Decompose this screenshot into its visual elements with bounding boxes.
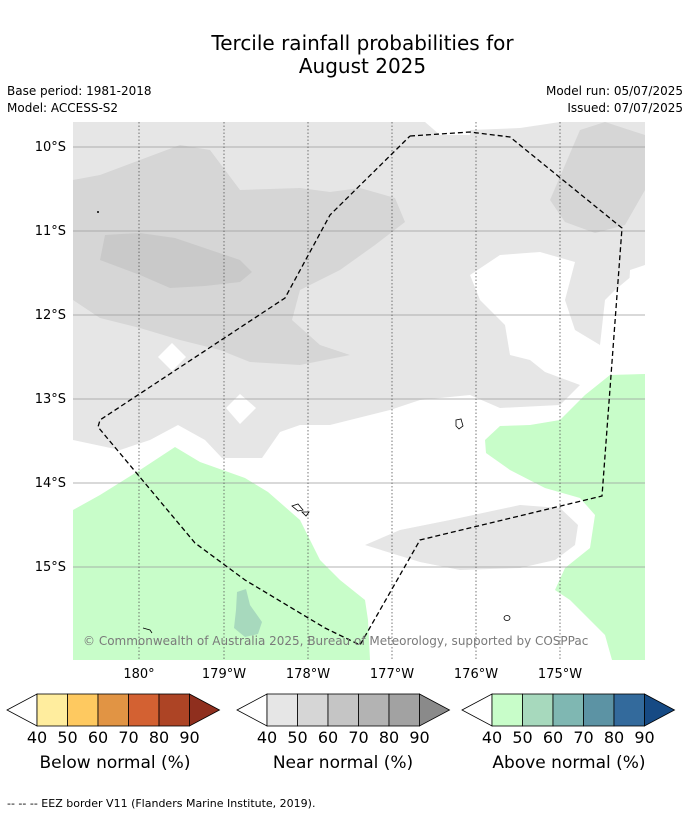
white-hole-diamond-2 <box>226 394 256 424</box>
colorbar-tick-label: 60 <box>88 728 108 747</box>
colorbar-segment <box>491 693 523 727</box>
colorbar-segment <box>552 693 584 727</box>
colorbar-segment <box>266 693 298 727</box>
island-1 <box>455 418 464 430</box>
colorbar: 40 50 60 70 80 90 <box>236 693 451 747</box>
colorbar-tick-label: 90 <box>409 728 429 747</box>
colorbar-tick-label: 50 <box>287 728 307 747</box>
lat-label: 14°S <box>35 476 66 491</box>
lon-label: 176°W <box>454 667 498 682</box>
colorbar-segment <box>358 693 390 727</box>
near-normal-region-ne <box>550 122 645 233</box>
colorbar-segment <box>388 693 420 727</box>
island-4 <box>503 615 511 621</box>
colorbar-tick-label: 70 <box>573 728 593 747</box>
colorbar-segment <box>327 693 359 727</box>
base-period: Base period: 1981-2018 <box>7 84 152 98</box>
eez-border <box>97 131 623 646</box>
colorbar-tick-label: 80 <box>379 728 399 747</box>
colorbar-tick-label: 80 <box>149 728 169 747</box>
above-normal-region-east <box>485 374 645 660</box>
colorbar-tick-label: 40 <box>27 728 47 747</box>
below-normal-label: Below normal (%) <box>39 753 191 773</box>
islands <box>142 418 511 634</box>
colorbar-tick-label: 60 <box>543 728 563 747</box>
map-title-line2: August 2025 <box>298 54 427 78</box>
longitude-labels: 180° 179°W 178°W 177°W 176°W 175°W <box>123 667 582 682</box>
island-2 <box>291 503 304 512</box>
colorbar-segment <box>128 693 160 727</box>
latitude-labels: 10°S 11°S 12°S 13°S 14°S 15°S <box>35 140 66 575</box>
colorbar-segment <box>583 693 615 727</box>
lat-label: 15°S <box>35 560 66 575</box>
colorbar-underflow <box>461 693 493 727</box>
colorbar-segment <box>67 693 99 727</box>
colorbar-underflow <box>6 693 38 727</box>
white-hole-northeast <box>425 122 470 135</box>
near-normal-region-core <box>73 145 405 365</box>
lat-label: 10°S <box>35 140 66 155</box>
colorbar-segment <box>522 693 554 727</box>
model-run-date: Model run: 05/07/2025 <box>545 84 683 98</box>
colorbars: 40 50 60 70 80 90 40 50 60 70 80 90 40 50 60 70 80 90 <box>6 693 676 747</box>
colorbar-tick-label: 90 <box>179 728 199 747</box>
colorbar-tick-label: 90 <box>634 728 654 747</box>
colorbar-overflow <box>644 693 676 727</box>
colorbar-tick-label: 60 <box>318 728 338 747</box>
colorbar-segment <box>97 693 129 727</box>
colorbar-tick-label: 80 <box>604 728 624 747</box>
colorbar-tick-label: 50 <box>57 728 77 747</box>
colorbar-tick-label: 70 <box>348 728 368 747</box>
colorbar-segment <box>613 693 645 727</box>
colorbar-tick-label: 70 <box>118 728 138 747</box>
colorbar-segment <box>36 693 68 727</box>
above-normal-label: Above normal (%) <box>492 753 646 773</box>
lat-label: 11°S <box>35 224 66 239</box>
lon-label: 175°W <box>538 667 582 682</box>
white-hole-diamond-1 <box>158 343 186 371</box>
white-strip-east <box>625 265 645 360</box>
issued-date: Issued: 07/07/2025 <box>567 101 683 115</box>
lon-label: 179°W <box>202 667 246 682</box>
colorbar-segment <box>297 693 329 727</box>
colorbar-tick-label: 50 <box>512 728 532 747</box>
island-3 <box>301 511 310 517</box>
colorbar-overflow <box>189 693 221 727</box>
near-normal-label: Near normal (%) <box>272 753 414 773</box>
near-normal-region-south <box>365 505 578 570</box>
island-5 <box>142 627 153 634</box>
meridians <box>138 122 561 660</box>
map-title-line1: Tercile rainfall probabilities for <box>211 31 514 55</box>
colorbar-tick-label: 40 <box>482 728 502 747</box>
lon-label: 178°W <box>286 667 330 682</box>
colorbar-overflow <box>419 693 451 727</box>
colorbar-tick-label: 40 <box>257 728 277 747</box>
lat-label: 13°S <box>35 392 66 407</box>
white-hole-east <box>470 252 600 385</box>
model-name: Model: ACCESS-S2 <box>7 101 119 115</box>
lon-label: 177°W <box>370 667 414 682</box>
colorbar-underflow <box>236 693 268 727</box>
gridlines <box>73 146 645 568</box>
colorbar-segment <box>158 693 190 727</box>
near-normal-region-inner <box>100 233 252 288</box>
copyright-text: © Commonwealth of Australia 2025, Bureau… <box>83 634 588 648</box>
probability-fields <box>73 122 645 660</box>
colorbar: 40 50 60 70 80 90 <box>461 693 676 747</box>
lat-label: 12°S <box>35 308 66 323</box>
above-normal-region-core <box>234 589 262 637</box>
island-dot <box>97 211 99 213</box>
colorbar: 40 50 60 70 80 90 <box>6 693 221 747</box>
above-normal-region-west <box>73 447 370 660</box>
lon-label: 180° <box>123 667 154 682</box>
eez-footnote: -- -- -- EEZ border V11 (Flanders Marine… <box>7 797 316 810</box>
